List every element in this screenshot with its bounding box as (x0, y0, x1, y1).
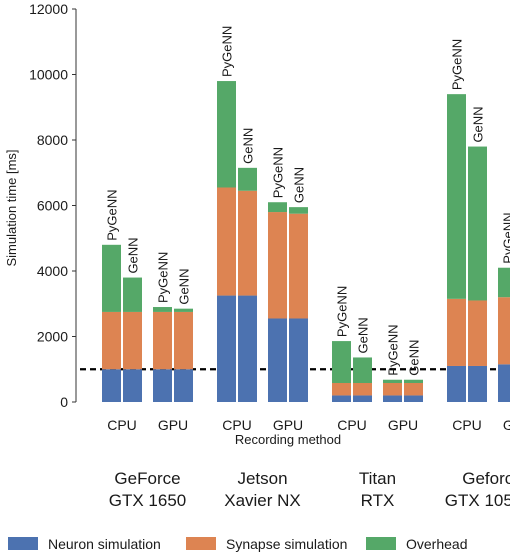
bar-segment-synapse-simulation (447, 298, 466, 366)
bar-label: GeNN (471, 106, 486, 142)
bar-segment-synapse-simulation (332, 383, 351, 396)
bar-segment-neuron-simulation (102, 369, 121, 402)
gpu-name-line1: Geforce (462, 469, 510, 488)
bar-label: PyGeNN (271, 147, 286, 198)
gpu-name-line2: GTX 1050 Ti (445, 491, 510, 510)
bar-segment-overhead (332, 341, 351, 384)
bar-segment-overhead (123, 277, 142, 312)
method-label: CPU (337, 417, 367, 433)
method-label: GPU (388, 417, 418, 433)
y-tick-label: 4000 (37, 263, 68, 279)
bar-segment-overhead (468, 146, 487, 301)
bar-label: GeNN (407, 340, 422, 376)
bar-label: PyGeNN (501, 212, 510, 263)
bar-segment-synapse-simulation (123, 311, 142, 370)
legend-swatch (366, 537, 396, 550)
legend-label: Neuron simulation (48, 536, 161, 552)
bar-segment-overhead (153, 307, 172, 312)
bar-label: PyGeNN (386, 324, 401, 375)
y-axis-label: Simulation time [ms] (4, 149, 19, 266)
bar-segment-neuron-simulation (332, 395, 351, 402)
gpu-name-line1: Titan (359, 469, 396, 488)
bar-segment-overhead (447, 94, 466, 299)
bar-segment-neuron-simulation (289, 318, 308, 402)
bar-segment-overhead (353, 357, 372, 384)
bar-label: PyGeNN (450, 39, 465, 90)
gpu-name-line2: RTX (361, 491, 395, 510)
bar-segment-overhead (217, 81, 236, 188)
y-tick-label: 12000 (29, 1, 68, 17)
bar-segment-synapse-simulation (102, 311, 121, 370)
bar-segment-synapse-simulation (238, 190, 257, 296)
bar-segment-overhead (174, 308, 193, 312)
chart-bars (102, 81, 510, 402)
bar-segment-neuron-simulation (217, 295, 236, 402)
legend-label: Synapse simulation (226, 536, 347, 552)
bar-segment-neuron-simulation (174, 369, 193, 402)
method-label: CPU (107, 417, 137, 433)
bar-segment-overhead (383, 379, 402, 384)
bar-segment-overhead (238, 167, 257, 191)
bar-segment-overhead (498, 267, 510, 298)
chart-labels: PyGeNN GeNN CPU PyGeNN GeNN GPU GeForce GTX 165… (105, 26, 510, 510)
bar-segment-neuron-simulation (404, 395, 423, 402)
bar-segment-neuron-simulation (498, 364, 510, 402)
gpu-name-line1: GeForce (114, 469, 180, 488)
legend-swatch (8, 537, 38, 550)
bar-segment-neuron-simulation (383, 395, 402, 402)
method-label: GPU (158, 417, 188, 433)
bar-segment-synapse-simulation (498, 297, 510, 365)
chart-axes: 0 2000 4000 6000 8000 10000 12000 (29, 1, 504, 410)
bar-segment-overhead (102, 244, 121, 312)
bar-label: GeNN (292, 167, 307, 203)
bar-label: PyGeNN (105, 190, 120, 241)
method-label: GPU (273, 417, 303, 433)
bar-segment-overhead (404, 379, 423, 384)
gpu-name-line2: Xavier NX (224, 491, 301, 510)
bar-segment-neuron-simulation (123, 369, 142, 402)
bar-segment-neuron-simulation (268, 318, 287, 402)
bar-segment-neuron-simulation (238, 295, 257, 402)
bar-label: PyGeNN (335, 286, 350, 337)
y-tick-label: 2000 (37, 329, 68, 345)
bar-segment-neuron-simulation (153, 369, 172, 402)
legend-label: Overhead (406, 536, 467, 552)
method-label: CPU (222, 417, 252, 433)
bar-label: PyGeNN (156, 252, 171, 303)
bar-segment-synapse-simulation (383, 383, 402, 396)
bar-segment-synapse-simulation (217, 187, 236, 296)
bar-segment-synapse-simulation (268, 212, 287, 319)
bar-segment-neuron-simulation (353, 395, 372, 402)
bar-segment-neuron-simulation (447, 365, 466, 402)
bar-segment-synapse-simulation (468, 300, 487, 366)
y-tick-label: 8000 (37, 132, 68, 148)
bar-label: GeNN (126, 237, 141, 273)
gpu-name-line2: GTX 1650 (109, 491, 187, 510)
method-label: GPU (503, 417, 510, 433)
bar-segment-synapse-simulation (353, 383, 372, 396)
bar-segment-neuron-simulation (468, 365, 487, 402)
bar-segment-overhead (289, 207, 308, 214)
bar-label: PyGeNN (220, 26, 235, 77)
bar-label: GeNN (241, 128, 256, 164)
y-tick-label: 10000 (29, 67, 68, 83)
bar-label: GeNN (177, 269, 192, 305)
x-axis-label: Recording method (235, 432, 341, 447)
y-tick-label: 0 (60, 394, 68, 410)
gpu-name-line1: Jetson (237, 469, 287, 488)
bar-segment-synapse-simulation (153, 311, 172, 370)
bar-label: GeNN (356, 317, 371, 353)
bar-segment-overhead (268, 202, 287, 213)
legend-swatch (186, 537, 216, 550)
method-label: CPU (452, 417, 482, 433)
bar-segment-synapse-simulation (174, 311, 193, 370)
bar-segment-synapse-simulation (289, 213, 308, 319)
bar-segment-synapse-simulation (404, 383, 423, 396)
chart-legend: Neuron simulation Synapse simulation Overh… (8, 536, 467, 552)
y-tick-label: 6000 (37, 198, 68, 214)
